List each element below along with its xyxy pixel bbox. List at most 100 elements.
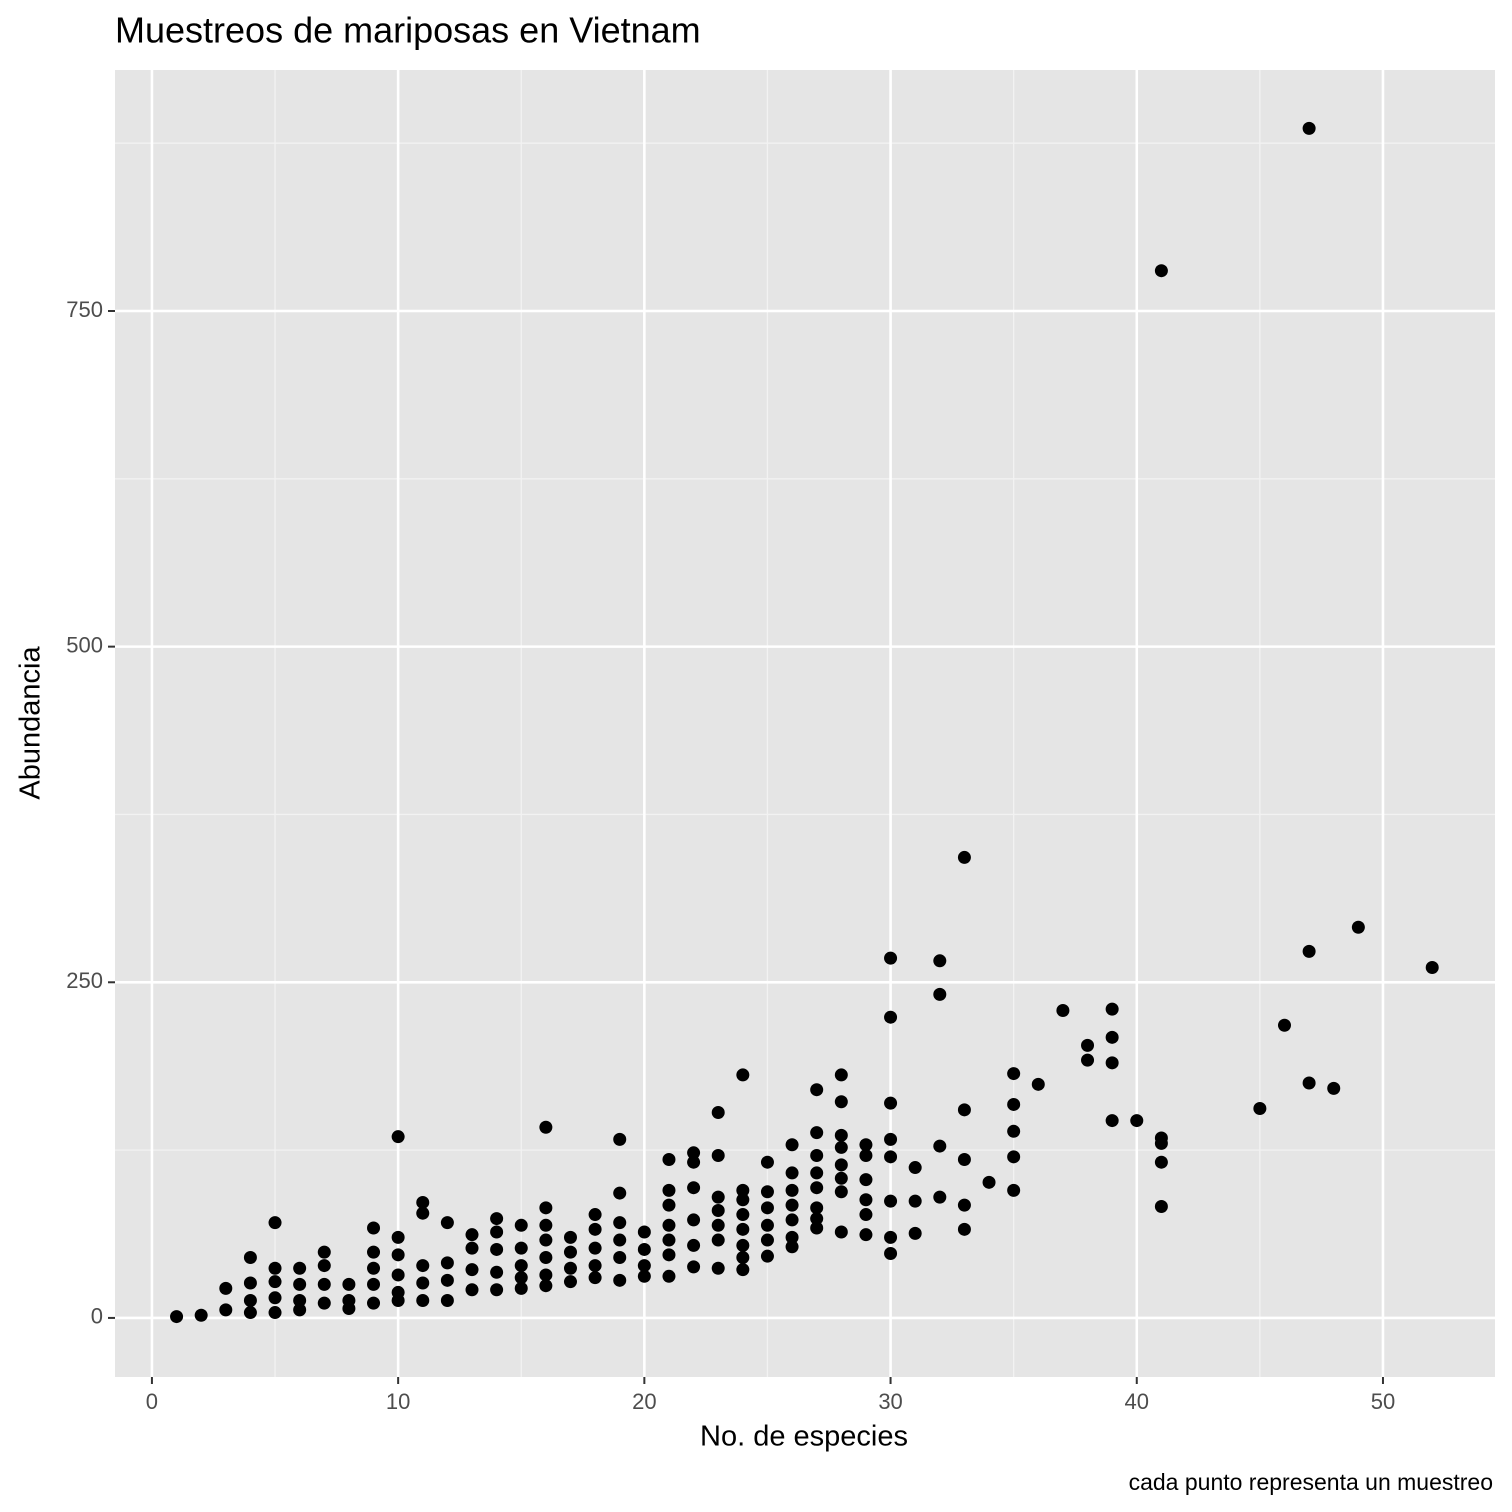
point	[514, 1241, 528, 1255]
point	[810, 1166, 824, 1180]
point	[785, 1198, 799, 1212]
point	[1302, 121, 1316, 135]
point	[367, 1296, 381, 1310]
point	[268, 1275, 282, 1289]
point	[588, 1271, 602, 1285]
x-tick-label: 20	[632, 1389, 656, 1414]
point	[514, 1281, 528, 1295]
point	[637, 1259, 651, 1273]
point	[957, 1198, 971, 1212]
point	[243, 1276, 257, 1290]
point	[933, 1139, 947, 1153]
point	[243, 1306, 257, 1320]
point	[194, 1308, 208, 1322]
point	[539, 1233, 553, 1247]
point	[859, 1148, 873, 1162]
point	[662, 1153, 676, 1167]
point	[687, 1213, 701, 1227]
point	[834, 1068, 848, 1082]
point	[440, 1293, 454, 1307]
point	[1081, 1038, 1095, 1052]
point	[834, 1225, 848, 1239]
point	[539, 1201, 553, 1215]
point	[760, 1249, 774, 1263]
point	[219, 1281, 233, 1295]
point	[884, 1010, 898, 1024]
point	[588, 1259, 602, 1273]
point	[711, 1233, 725, 1247]
point	[243, 1251, 257, 1265]
point	[440, 1216, 454, 1230]
point	[1425, 961, 1439, 975]
point	[268, 1261, 282, 1275]
point	[342, 1302, 356, 1316]
point	[1081, 1053, 1095, 1067]
point	[1351, 920, 1365, 934]
point	[1007, 1124, 1021, 1138]
point	[563, 1275, 577, 1289]
point	[1253, 1101, 1267, 1115]
point	[539, 1251, 553, 1265]
point	[465, 1283, 479, 1297]
point	[957, 1153, 971, 1167]
point	[268, 1291, 282, 1305]
point	[563, 1245, 577, 1259]
point	[637, 1225, 651, 1239]
point	[563, 1261, 577, 1275]
point	[613, 1132, 627, 1146]
point	[243, 1293, 257, 1307]
point	[1007, 1150, 1021, 1164]
point	[539, 1268, 553, 1282]
point	[416, 1276, 430, 1290]
point	[1154, 1199, 1168, 1213]
point	[933, 954, 947, 968]
point	[514, 1218, 528, 1232]
point	[1007, 1097, 1021, 1111]
point	[711, 1218, 725, 1232]
point	[982, 1175, 996, 1189]
point	[367, 1261, 381, 1275]
point	[1154, 1155, 1168, 1169]
point	[933, 1190, 947, 1204]
point	[391, 1130, 405, 1144]
point	[760, 1201, 774, 1215]
point	[613, 1186, 627, 1200]
point	[1007, 1067, 1021, 1081]
point	[957, 1103, 971, 1117]
point	[884, 1132, 898, 1146]
point	[293, 1277, 307, 1291]
point	[539, 1279, 553, 1293]
panel	[115, 70, 1495, 1377]
point	[613, 1273, 627, 1287]
point	[736, 1068, 750, 1082]
point	[317, 1259, 331, 1273]
point	[884, 951, 898, 965]
point	[416, 1259, 430, 1273]
point	[662, 1183, 676, 1197]
x-tick-label: 0	[146, 1389, 158, 1414]
point	[736, 1193, 750, 1207]
point	[711, 1106, 725, 1120]
point	[908, 1161, 922, 1175]
point	[859, 1173, 873, 1187]
point	[268, 1216, 282, 1230]
point	[662, 1269, 676, 1283]
point	[760, 1185, 774, 1199]
point	[588, 1222, 602, 1236]
point	[810, 1201, 824, 1215]
point	[908, 1226, 922, 1240]
point	[736, 1222, 750, 1236]
point	[293, 1293, 307, 1307]
y-tick-label: 250	[66, 968, 103, 993]
point	[711, 1190, 725, 1204]
point	[391, 1268, 405, 1282]
point	[785, 1138, 799, 1152]
point	[785, 1213, 799, 1227]
point	[711, 1204, 725, 1218]
point	[687, 1260, 701, 1274]
point	[834, 1171, 848, 1185]
point	[1302, 1076, 1316, 1090]
point	[687, 1155, 701, 1169]
point	[588, 1241, 602, 1255]
